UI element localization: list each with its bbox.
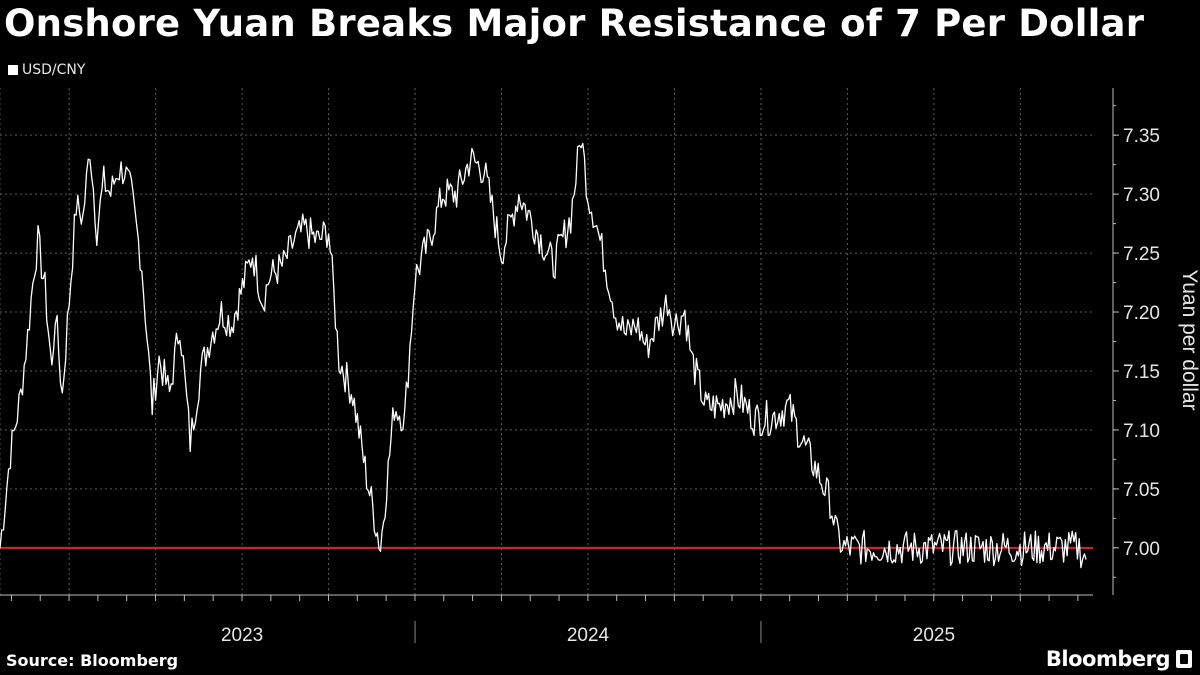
y-tick-label: 7.10	[1123, 421, 1160, 442]
y-tick-label: 7.30	[1123, 185, 1160, 206]
legend: USD/CNY	[8, 62, 85, 78]
y-axis: 7.00 7.05 7.10 7.15 7.20 7.25 7.30 7.35 Yuan per…	[1112, 88, 1200, 595]
bloomberg-logo-icon	[1176, 650, 1192, 668]
chart-title: Onshore Yuan Breaks Major Resistance of …	[4, 2, 1145, 45]
y-tick-label: 7.20	[1123, 303, 1160, 324]
x-year-label: 2023	[221, 625, 263, 646]
brand: Bloomberg	[1046, 647, 1192, 671]
y-tick-label: 7.05	[1123, 480, 1160, 501]
y-tick-label: 7.25	[1123, 244, 1160, 265]
x-year-label: 2025	[913, 625, 955, 646]
x-year-label: 2024	[567, 625, 610, 646]
y-tick-label: 7.00	[1123, 539, 1160, 560]
legend-swatch	[8, 65, 18, 75]
source-note: Source: Bloomberg	[6, 651, 179, 670]
y-axis-label: Yuan per dollar	[1178, 269, 1200, 410]
grid-lines	[0, 88, 1093, 595]
x-axis: 2023 2024 2025	[0, 594, 1093, 646]
legend-label: USD/CNY	[22, 62, 86, 78]
brand-wordmark: Bloomberg	[1045, 647, 1171, 671]
series-line-usdcny	[0, 142, 1087, 569]
y-tick-label: 7.15	[1123, 362, 1160, 383]
y-tick-label: 7.35	[1123, 126, 1160, 147]
